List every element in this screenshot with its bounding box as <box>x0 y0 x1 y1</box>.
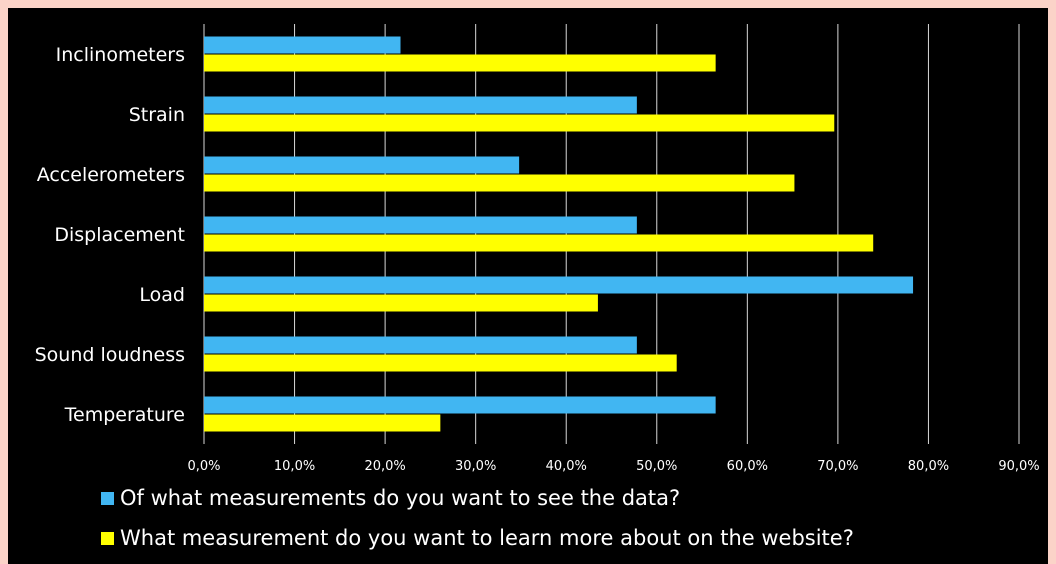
x-tick-label: 50,0% <box>636 459 677 474</box>
legend-label-0: Of what measurements do you want to see … <box>120 486 681 510</box>
x-tick-label: 10,0% <box>274 459 315 474</box>
bar-learn-more-sound-loudness <box>204 354 677 372</box>
x-tick-label: 0,0% <box>187 459 220 474</box>
x-tick-label: 60,0% <box>727 459 768 474</box>
x-tick-label: 90,0% <box>998 459 1039 474</box>
bar-see-data-displacement <box>204 216 637 234</box>
legend-item-1: What measurement do you want to learn mo… <box>101 526 854 550</box>
category-label: Load <box>139 284 185 306</box>
category-label: Sound loudness <box>35 344 185 366</box>
x-tick-labels: 0,0% 10,0% 20,0% 30,0% 40,0% 50,0% 60,0% 70,0% 8… <box>187 459 1039 474</box>
bar-see-data-temperature <box>204 396 716 414</box>
x-tick-label: 20,0% <box>364 459 405 474</box>
category-label: Accelerometers <box>37 164 185 186</box>
bar-learn-more-displacement <box>204 234 874 252</box>
bar-learn-more-load <box>204 294 598 312</box>
category-labels: Inclinometers Strain Accelerometers Displac… <box>35 44 185 426</box>
bar-see-data-sound-loudness <box>204 336 637 354</box>
bar-learn-more-strain <box>204 114 835 132</box>
bar-see-data-inclinometers <box>204 36 401 54</box>
bar-see-data-accelerometers <box>204 156 520 174</box>
gridlines <box>203 24 1020 444</box>
category-label: Strain <box>129 104 185 126</box>
bar-learn-more-inclinometers <box>204 54 716 72</box>
legend-swatch-0 <box>101 491 114 505</box>
legend-swatch-1 <box>101 531 114 545</box>
chart-frame: Inclinometers Strain Accelerometers Displac… <box>8 8 1048 564</box>
category-label: Displacement <box>54 224 185 246</box>
x-tick-label: 30,0% <box>455 459 496 474</box>
bars <box>204 36 914 432</box>
x-tick-label: 80,0% <box>908 459 949 474</box>
bar-see-data-load <box>204 276 914 294</box>
bar-see-data-strain <box>204 96 637 114</box>
bar-learn-more-temperature <box>204 414 441 432</box>
legend-label-1: What measurement do you want to learn mo… <box>120 526 854 550</box>
x-tick-label: 70,0% <box>817 459 858 474</box>
bar-learn-more-accelerometers <box>204 174 795 192</box>
legend-item-0: Of what measurements do you want to see … <box>101 486 680 510</box>
bar-chart: Inclinometers Strain Accelerometers Displac… <box>35 24 1040 474</box>
x-tick-label: 40,0% <box>546 459 587 474</box>
category-label: Temperature <box>64 404 185 426</box>
category-label: Inclinometers <box>56 44 185 66</box>
